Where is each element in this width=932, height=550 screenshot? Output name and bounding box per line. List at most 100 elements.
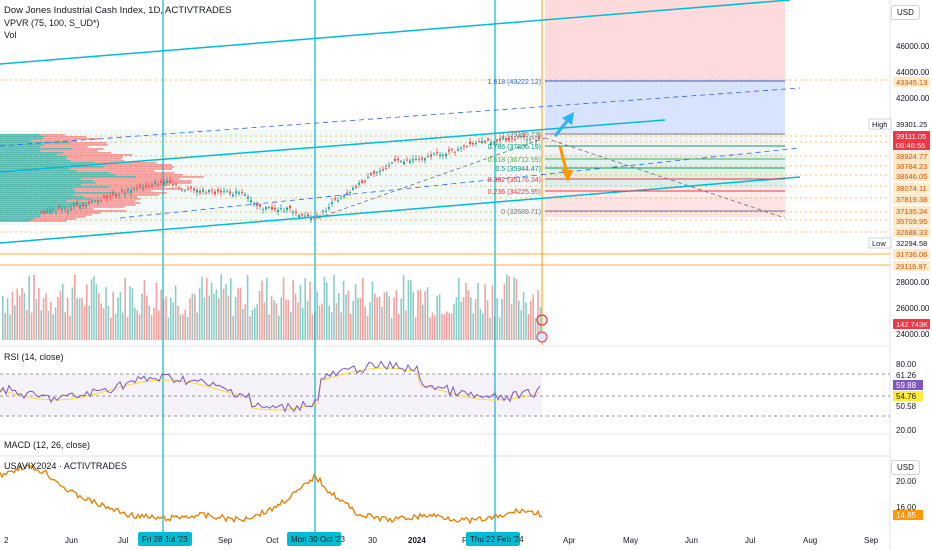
fib-level-label: 0 (32689.71) <box>501 209 541 216</box>
volume-bar <box>383 292 386 340</box>
volume-bar <box>400 298 402 340</box>
volume-bar <box>81 297 83 340</box>
volume-bar <box>30 312 33 340</box>
date-badge: Mon 30 Oct '23 <box>291 535 346 544</box>
volume-bar <box>110 317 112 340</box>
volume-profile-bar <box>93 180 192 182</box>
candle-body <box>43 211 45 214</box>
candle-body <box>433 153 435 155</box>
volume-bar <box>366 315 369 340</box>
volume-bar <box>210 282 213 340</box>
candle-body <box>373 171 375 174</box>
up-arrow-shaft <box>553 119 570 137</box>
candle-body <box>475 143 477 144</box>
volume-profile-bar <box>84 204 136 206</box>
candle-body <box>52 210 54 212</box>
volume-bar <box>6 298 9 340</box>
volume-bar <box>532 294 534 340</box>
volume-bar <box>112 291 114 340</box>
volume-bar <box>170 297 172 340</box>
candle-body <box>127 189 129 191</box>
volume-bar <box>218 298 220 340</box>
price-tag: Low <box>872 239 886 248</box>
candle-body <box>205 192 207 194</box>
volume-profile-bar <box>0 190 75 192</box>
candle-body <box>520 136 522 138</box>
volume-profile-bar <box>0 208 60 210</box>
volume-bar <box>352 301 354 340</box>
volume-bar <box>410 279 412 340</box>
price-badge: 38784.23 <box>896 162 927 171</box>
flag-icon <box>536 331 548 343</box>
price-badge: 31736.06 <box>896 250 927 259</box>
volume-bar <box>62 283 64 340</box>
volume-bar <box>357 297 359 340</box>
volume-bar <box>114 314 117 340</box>
volume-bar <box>261 280 263 340</box>
volume-bar <box>429 317 431 340</box>
volume-bar <box>100 303 102 340</box>
candle-body <box>406 159 408 161</box>
rsi-badge-bg <box>893 380 923 390</box>
candle-body <box>394 158 396 161</box>
volume-bar <box>47 311 50 340</box>
volume-bar <box>299 285 302 340</box>
volume-bar <box>371 281 374 340</box>
volume-bar <box>191 293 194 340</box>
volume-bar <box>266 277 268 340</box>
volume-profile-bar <box>0 176 136 178</box>
candle-body <box>250 200 252 203</box>
volume-bar <box>9 314 11 340</box>
currency-button[interactable]: USD <box>891 5 920 20</box>
volume-bar <box>388 295 390 340</box>
volume-bar <box>280 297 282 340</box>
candle-body <box>247 196 249 199</box>
candle-body <box>172 184 174 186</box>
date-badge-bg <box>466 532 520 546</box>
candle-body <box>271 207 273 210</box>
volume-profile-bar <box>43 144 108 146</box>
candle-body <box>187 188 189 190</box>
volume-profile-bar <box>0 196 84 198</box>
candle-body <box>58 206 60 209</box>
volume-bar <box>350 314 352 340</box>
volume-profile-bar <box>0 180 94 182</box>
volume-bar <box>508 276 510 340</box>
volume-profile-bar <box>0 156 67 158</box>
candle-body <box>61 208 63 210</box>
volume-profile-bar <box>70 160 125 162</box>
volume-profile-bar <box>59 208 94 210</box>
up-arrow-head <box>562 112 574 125</box>
volume-profile-bar <box>72 148 104 150</box>
time-axis-label: Aug <box>803 536 817 545</box>
volume-bar <box>256 304 258 340</box>
volume-bar <box>453 303 455 340</box>
volume-bar <box>40 310 42 340</box>
volume-bar <box>431 312 434 340</box>
volume-bar <box>518 300 520 340</box>
candle-body <box>436 152 438 154</box>
volume-bar <box>467 290 470 340</box>
volume-bar <box>417 290 419 340</box>
volume-profile-bar <box>0 202 88 204</box>
volume-bar <box>172 302 174 340</box>
candle-body <box>154 182 156 184</box>
volume-bar <box>340 312 342 340</box>
candle-body <box>88 201 90 204</box>
vix-currency-button[interactable]: USD <box>891 460 920 475</box>
volume-bar <box>275 303 278 340</box>
vix-line <box>0 464 543 525</box>
volume-profile-bar <box>0 216 41 218</box>
volume-bar <box>23 292 26 340</box>
candle-body <box>421 158 423 160</box>
volume-bar <box>287 300 290 340</box>
price-badge: 08:46:55 <box>896 141 925 150</box>
volume-bar <box>436 295 438 340</box>
volume-profile-bar <box>0 192 116 194</box>
volume-profile-bar <box>39 146 88 148</box>
candle-body <box>514 139 516 140</box>
volume-bar <box>347 290 350 340</box>
candle-body <box>349 192 351 194</box>
candle-body <box>355 186 357 188</box>
